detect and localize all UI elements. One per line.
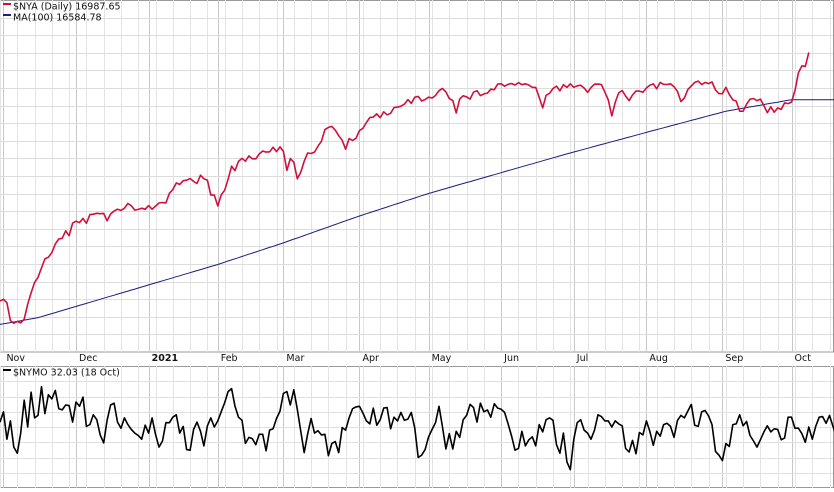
x-tick-label: Jun [503, 353, 519, 364]
x-tick-label: Oct [795, 353, 812, 364]
x-tick-label: Dec [79, 353, 97, 364]
price-legend-label: $NYA (Daily) 16987.65 [13, 2, 121, 13]
x-axis: Nov Dec 2021 Feb Mar Apr May Jun Jul Aug Sep Oct [6, 353, 811, 364]
nya-price-line [0, 52, 810, 324]
x-tick-label: Nov [6, 353, 25, 364]
x-tick-label: 2021 [152, 353, 178, 364]
x-tick-label: Sep [725, 353, 743, 364]
x-tick-label: Jul [576, 353, 588, 364]
x-tick-label: Feb [221, 353, 238, 364]
indicator-legend-swatch [3, 369, 11, 371]
x-tick-label: Mar [286, 353, 304, 364]
price-legend-label: MA(100) 16584.78 [13, 13, 102, 24]
x-tick-label: Apr [362, 353, 379, 364]
series-layer [0, 52, 834, 471]
x-tick-label: Aug [649, 353, 668, 364]
nymo-line [0, 385, 834, 471]
x-tick-label: May [432, 353, 452, 364]
ma100-line [0, 99, 834, 325]
price-legend-swatch [3, 3, 11, 5]
date-axis-strip [0, 352, 834, 366]
indicator-legend-label: $NYMO 32.03 (18 Oct) [13, 368, 120, 379]
price-legend-swatch [3, 14, 11, 16]
